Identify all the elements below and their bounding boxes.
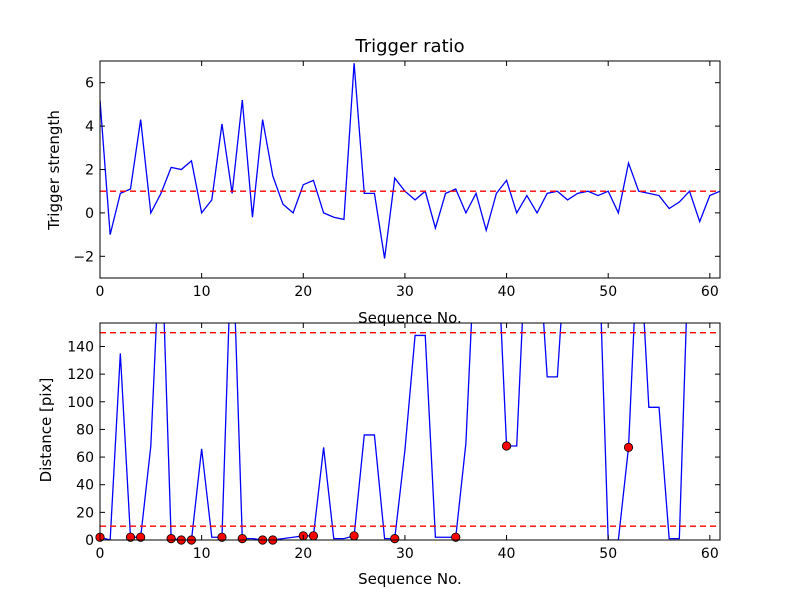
data-point-marker	[451, 532, 461, 542]
data-point-marker	[390, 534, 400, 544]
x-tick-label: 30	[396, 284, 414, 300]
y-tick-label: 40	[76, 478, 94, 494]
data-point-marker	[623, 442, 634, 452]
x-axis-label: Sequence No.	[358, 309, 462, 327]
x-tick-label: 40	[498, 546, 516, 562]
data-point-marker	[349, 531, 359, 541]
x-tick-label: 0	[96, 284, 105, 300]
x-tick-label: 10	[193, 284, 211, 300]
y-axis-label: Trigger strength	[45, 110, 63, 231]
y-tick-label: 6	[85, 76, 94, 92]
y-axis-label: Distance [pix]	[37, 378, 55, 483]
data-point-marker	[501, 441, 512, 451]
data-point-marker	[136, 532, 146, 542]
chart-title: Trigger ratio	[354, 36, 464, 57]
data-point-marker	[308, 531, 319, 541]
plot-area	[100, 63, 720, 259]
y-tick-label: 60	[76, 450, 94, 466]
x-tick-label: 40	[498, 284, 516, 300]
y-tick-label: 80	[76, 422, 94, 438]
y-tick-label: 140	[67, 339, 94, 355]
y-tick-label: −2	[73, 249, 94, 265]
x-tick-label: 0	[96, 546, 105, 562]
x-axis-label: Sequence No.	[358, 570, 462, 588]
x-tick-label: 30	[396, 546, 414, 562]
plot-frame	[99, 322, 721, 541]
data-point-marker	[237, 534, 247, 544]
y-tick-label: 0	[85, 533, 94, 549]
y-tick-label: 4	[85, 119, 94, 135]
distance-chart: Distance [pix] Sequence No. 0 10 20 30 40 50 6…	[37, 322, 721, 588]
series-line	[100, 323, 687, 540]
y-tick-label: 0	[85, 206, 94, 222]
plot-area	[100, 323, 720, 540]
y-tick-label: 100	[67, 395, 94, 411]
data-point-marker	[217, 532, 227, 542]
x-tick-label: 60	[701, 546, 719, 562]
y-tick-label: 2	[85, 163, 94, 179]
data-point-marker	[125, 532, 136, 542]
x-tick-label: 50	[599, 546, 617, 562]
x-tick-label: 20	[294, 284, 312, 300]
x-tick-label: 60	[701, 284, 719, 300]
x-tick-label: 50	[599, 284, 617, 300]
y-tick-label: 120	[67, 367, 94, 383]
x-tick-label: 10	[193, 546, 211, 562]
data-point-marker	[166, 534, 176, 544]
x-tick-label: 20	[294, 546, 312, 562]
y-tick-label: 20	[76, 505, 94, 521]
trigger-ratio-chart: Trigger ratio Trigger strength Sequence …	[45, 36, 721, 327]
series-line	[100, 63, 720, 259]
